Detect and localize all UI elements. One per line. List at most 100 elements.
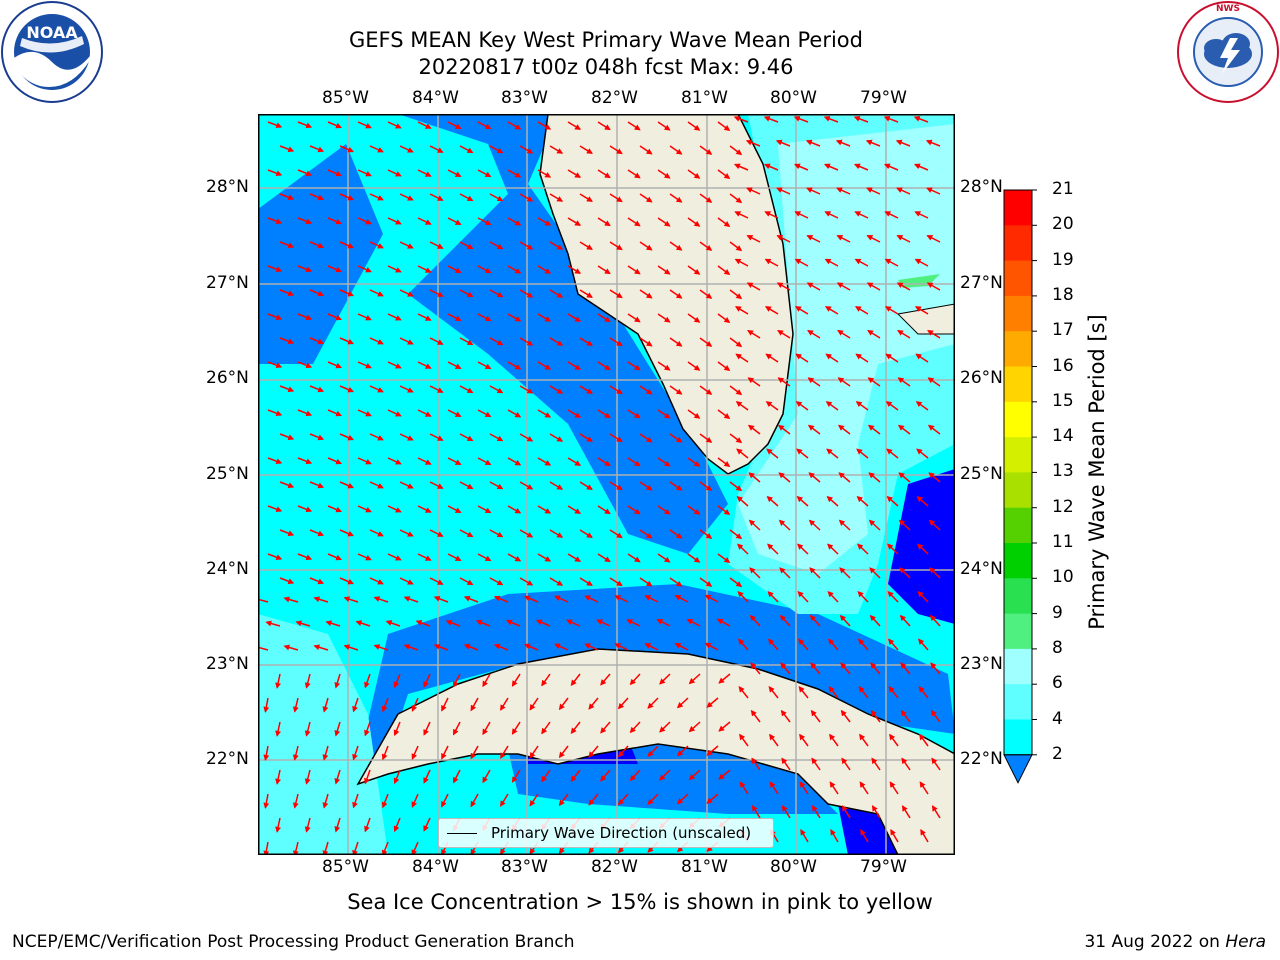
- wave-direction-arrow: [549, 385, 564, 394]
- wave-direction-arrow: [417, 505, 432, 513]
- wave-direction-arrow: [447, 361, 462, 369]
- wave-direction-arrow: [393, 769, 401, 785]
- wave-direction-arrow: [554, 595, 569, 603]
- wave-direction-arrow: [717, 265, 731, 276]
- colorbar-tick-label: 8: [1052, 637, 1063, 658]
- wave-direction-arrow: [343, 596, 359, 603]
- wave-direction-arrow: [717, 217, 731, 228]
- wave-direction-arrow: [737, 591, 749, 603]
- wave-direction-arrow: [794, 306, 809, 315]
- wave-direction-arrow: [825, 353, 839, 363]
- wave-direction-arrow: [369, 529, 384, 537]
- wave-direction-arrow: [567, 409, 582, 418]
- wave-direction-arrow: [411, 745, 419, 760]
- wave-direction-arrow: [931, 757, 941, 771]
- wave-direction-arrow: [915, 401, 929, 411]
- colorbar-tick-label: 17: [1052, 320, 1074, 341]
- wave-direction-arrow: [507, 265, 522, 274]
- lat-tick-right: 22°N: [960, 749, 1003, 769]
- wave-direction-arrow: [267, 457, 283, 465]
- lon-tick-bottom: 79°W: [860, 857, 907, 877]
- wave-direction-arrow: [717, 409, 731, 420]
- wave-direction-arrow: [764, 258, 779, 267]
- wave-direction-arrow: [519, 481, 534, 490]
- wave-direction-arrow: [489, 193, 504, 202]
- wave-direction-arrow: [529, 745, 539, 759]
- wave-direction-arrow: [369, 577, 384, 585]
- colorbar-band: [1004, 684, 1032, 720]
- wave-direction-arrow: [639, 433, 653, 443]
- wave-direction-arrow: [706, 745, 719, 756]
- wave-direction-arrow: [629, 769, 641, 782]
- wave-direction-arrow: [627, 505, 641, 515]
- wave-direction-arrow: [387, 169, 402, 177]
- wave-direction-arrow: [399, 577, 414, 585]
- wave-direction-arrow: [717, 553, 731, 564]
- wave-direction-arrow: [567, 169, 582, 178]
- wave-direction-arrow: [869, 567, 881, 579]
- wave-direction-arrow: [626, 619, 641, 627]
- wave-direction-arrow: [925, 139, 941, 147]
- wave-direction-arrow: [687, 553, 701, 563]
- wave-direction-arrow: [927, 424, 941, 435]
- wave-direction-arrow: [489, 529, 504, 538]
- wave-direction-arrow: [263, 697, 270, 713]
- wave-direction-arrow: [309, 337, 325, 345]
- wave-direction-arrow: [309, 193, 325, 201]
- wave-direction-arrow: [739, 781, 749, 795]
- wave-direction-arrow: [768, 686, 779, 699]
- wave-direction-arrow: [797, 543, 809, 555]
- map-legend: Primary Wave Direction (unscaled): [438, 818, 774, 848]
- wave-direction-arrow: [493, 595, 509, 603]
- sea-ice-note: Sea Ice Concentration > 15% is shown in …: [347, 890, 933, 914]
- wave-direction-arrow: [357, 169, 372, 177]
- wave-direction-arrow: [537, 457, 552, 466]
- map-title-line2: 20220817 t00z 048h fcst Max: 9.46: [418, 55, 794, 79]
- colorbar: [1003, 189, 1037, 784]
- wave-period-map: [258, 114, 955, 855]
- wave-direction-arrow: [327, 457, 343, 465]
- wave-direction-arrow: [369, 193, 384, 201]
- wave-direction-arrow: [279, 289, 295, 297]
- wave-direction-arrow: [734, 306, 749, 315]
- wave-direction-arrow: [687, 409, 701, 419]
- wave-direction-arrow: [399, 433, 414, 441]
- wave-direction-arrow: [927, 377, 941, 387]
- wave-direction-arrow: [657, 313, 671, 323]
- wave-direction-arrow: [699, 385, 713, 395]
- wave-direction-arrow: [570, 769, 581, 783]
- colorbar-tick-label: 18: [1052, 284, 1074, 305]
- wave-direction-arrow: [659, 721, 671, 733]
- wave-direction-arrow: [399, 337, 414, 345]
- wave-direction-arrow: [267, 361, 283, 369]
- wave-direction-arrow: [549, 193, 564, 202]
- wave-direction-arrow: [839, 614, 851, 627]
- wave-direction-arrow: [669, 433, 683, 443]
- wave-direction-arrow: [309, 241, 325, 249]
- wave-direction-arrow: [729, 529, 743, 540]
- wave-direction-arrow: [597, 553, 611, 563]
- wave-direction-arrow: [452, 673, 461, 688]
- wave-direction-arrow: [584, 595, 599, 603]
- wave-direction-arrow: [387, 457, 402, 465]
- wave-direction-arrow: [835, 139, 851, 147]
- wave-direction-arrow: [275, 769, 282, 785]
- wave-direction-arrow: [355, 620, 371, 627]
- florida-land: [539, 114, 794, 475]
- wave-direction-arrow: [798, 638, 809, 651]
- wave-direction-arrow: [447, 505, 462, 513]
- colorbar-tick-label: 10: [1052, 567, 1074, 588]
- wave-direction-arrow: [870, 709, 881, 723]
- colorbar-band: [1004, 401, 1032, 438]
- colorbar-tick-label: 6: [1052, 673, 1063, 694]
- wave-direction-arrow: [381, 793, 389, 809]
- wave-direction-arrow: [373, 596, 389, 603]
- wave-direction-arrow: [297, 361, 313, 369]
- wave-direction-arrow: [429, 193, 444, 201]
- wave-direction-arrow: [627, 409, 641, 419]
- wave-direction-arrow: [688, 673, 701, 685]
- wave-direction-arrow: [769, 781, 779, 795]
- wave-direction-arrow: [688, 769, 701, 781]
- wave-direction-arrow: [387, 265, 402, 273]
- wave-direction-arrow: [687, 121, 701, 131]
